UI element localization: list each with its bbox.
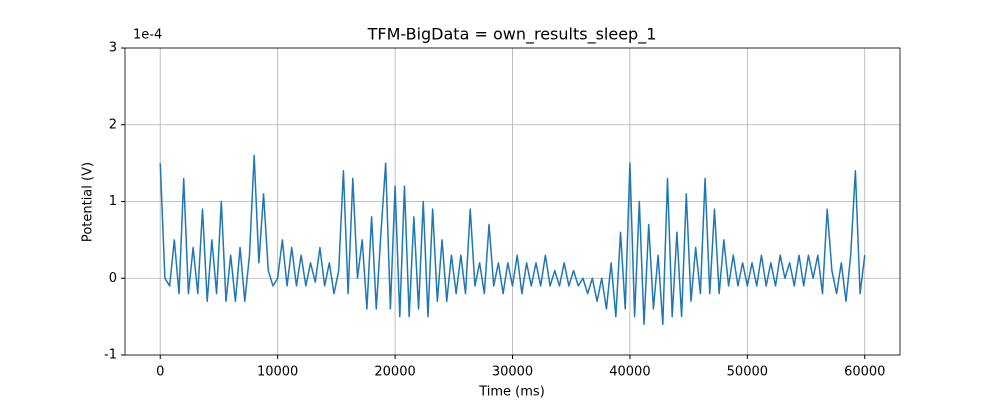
plot-frame: [124, 47, 901, 356]
y-tick-label: -1: [104, 348, 117, 363]
chart-title: TFM-BigData = own_results_sleep_1: [367, 25, 657, 45]
x-tick-label: 0: [156, 365, 164, 380]
x-tick-label: 10000: [257, 365, 298, 380]
y-tick-label: 0: [109, 271, 117, 286]
x-tick-label: 40000: [609, 365, 650, 380]
data-line: [159, 154, 866, 326]
x-tick-label: 50000: [727, 365, 768, 380]
x-tick-label: 30000: [492, 365, 533, 380]
y-tick-label: 2: [109, 117, 117, 132]
y-tick-label: 3: [109, 41, 117, 56]
x-tick-label: 60000: [844, 365, 885, 380]
y-axis-label: Potential (V): [81, 162, 96, 242]
x-axis-label: Time (ms): [478, 385, 545, 400]
y-tick-label: 1: [109, 194, 117, 209]
x-tick-label: 20000: [374, 365, 415, 380]
y-offset-label: 1e-4: [133, 28, 162, 43]
